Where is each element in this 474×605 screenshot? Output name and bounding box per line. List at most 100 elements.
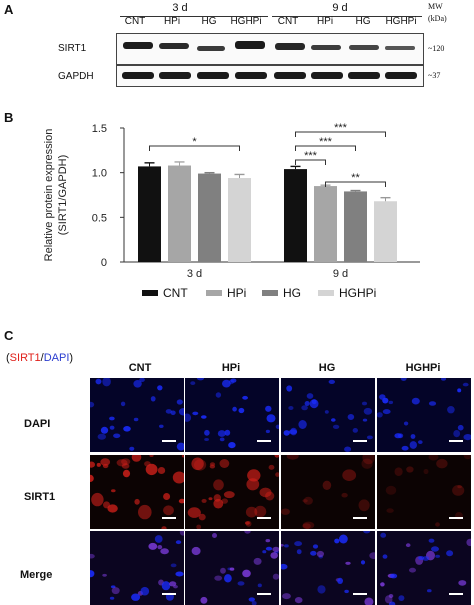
band bbox=[197, 72, 229, 79]
y-tick-label: 1.0 bbox=[92, 168, 107, 180]
bar bbox=[228, 178, 251, 262]
band bbox=[385, 46, 415, 50]
micrograph-dapi-cnt bbox=[90, 378, 184, 452]
stain-legend: (SIRT1/DAPI) bbox=[6, 352, 73, 364]
micrograph-merge-hg bbox=[281, 531, 375, 605]
micrograph-dapi-hpi bbox=[185, 378, 279, 452]
blot-group-label-3d: 3 d bbox=[150, 2, 210, 14]
legend-label: CNT bbox=[163, 286, 188, 300]
legend-label: HGHPi bbox=[339, 286, 376, 300]
mw-unit: (kDa) bbox=[428, 14, 447, 23]
significance-label: *** bbox=[334, 122, 348, 134]
mw-header: MW bbox=[428, 2, 443, 11]
scale-bar bbox=[449, 517, 463, 519]
if-column-hghpi: HGHPi bbox=[378, 362, 468, 374]
lane-label-8: HGHPi bbox=[381, 16, 421, 27]
x-category-label: 3 d bbox=[187, 268, 202, 280]
lane-label-4: HGHPi bbox=[226, 16, 266, 27]
bar bbox=[374, 201, 397, 262]
x-category-label: 9 d bbox=[333, 268, 348, 280]
if-row-sirt1: SIRT1 bbox=[24, 491, 55, 503]
band bbox=[311, 45, 341, 50]
bar bbox=[198, 174, 221, 262]
lane-label-7: HG bbox=[343, 16, 383, 27]
band bbox=[235, 72, 267, 79]
lane-label-3: HG bbox=[189, 16, 229, 27]
if-row-merge: Merge bbox=[20, 569, 52, 581]
bar bbox=[344, 191, 367, 262]
stain-legend-close: ) bbox=[69, 352, 73, 364]
band bbox=[159, 43, 189, 49]
band bbox=[122, 72, 154, 79]
band bbox=[235, 41, 265, 49]
band bbox=[311, 72, 343, 79]
scale-bar bbox=[449, 593, 463, 595]
scale-bar bbox=[257, 517, 271, 519]
blot-row-label-sirt1: SIRT1 bbox=[58, 43, 86, 54]
micrograph-sirt1-hghpi bbox=[377, 455, 471, 529]
legend-label: HPi bbox=[227, 286, 246, 300]
blot-group-label-9d: 9 d bbox=[310, 2, 370, 14]
band bbox=[274, 72, 306, 79]
blot-strip-gapdh bbox=[116, 65, 424, 87]
band bbox=[385, 72, 417, 79]
bar bbox=[284, 169, 307, 262]
lane-label-5: CNT bbox=[268, 16, 308, 27]
significance-label: *** bbox=[319, 136, 333, 148]
scale-bar bbox=[353, 440, 367, 442]
stain-legend-sirt1: SIRT1 bbox=[10, 352, 41, 364]
micrograph-merge-hpi bbox=[185, 531, 279, 605]
scale-bar bbox=[353, 593, 367, 595]
y-axis-label: (SIRT1/GAPDH) bbox=[57, 155, 69, 235]
significance-label: * bbox=[192, 136, 197, 148]
scale-bar bbox=[257, 593, 271, 595]
blot-strip-sirt1 bbox=[116, 33, 424, 65]
scale-bar bbox=[449, 440, 463, 442]
bar bbox=[138, 166, 161, 262]
legend-swatch bbox=[262, 290, 278, 296]
if-column-hpi: HPi bbox=[186, 362, 276, 374]
stain-legend-dapi: DAPI bbox=[44, 352, 70, 364]
micrograph-dapi-hghpi bbox=[377, 378, 471, 452]
bar bbox=[168, 166, 191, 262]
micrograph-dapi-hg bbox=[281, 378, 375, 452]
scale-bar bbox=[257, 440, 271, 442]
micrograph-sirt1-hg bbox=[281, 455, 375, 529]
legend-label: HG bbox=[283, 286, 301, 300]
scale-bar bbox=[162, 517, 176, 519]
lane-label-1: CNT bbox=[115, 16, 155, 27]
lane-label-6: HPi bbox=[305, 16, 345, 27]
y-axis-label: Relative protein expression bbox=[43, 129, 55, 262]
band bbox=[349, 45, 379, 50]
panel-label-a: A bbox=[4, 2, 13, 17]
band bbox=[159, 72, 191, 79]
significance-label: ** bbox=[351, 172, 360, 184]
band bbox=[348, 72, 380, 79]
micrograph-sirt1-hpi bbox=[185, 455, 279, 529]
if-row-dapi: DAPI bbox=[24, 418, 50, 430]
band bbox=[123, 42, 153, 49]
bar bbox=[314, 186, 337, 262]
legend-swatch bbox=[142, 290, 158, 296]
band bbox=[197, 46, 225, 51]
lane-label-2: HPi bbox=[152, 16, 192, 27]
micrograph-merge-cnt bbox=[90, 531, 184, 605]
micrograph-sirt1-cnt bbox=[90, 455, 184, 529]
scale-bar bbox=[162, 593, 176, 595]
micrograph-merge-hghpi bbox=[377, 531, 471, 605]
if-column-hg: HG bbox=[282, 362, 372, 374]
mw-label-sirt1: ~120 bbox=[428, 44, 444, 53]
if-column-cnt: CNT bbox=[95, 362, 185, 374]
legend-swatch bbox=[206, 290, 222, 296]
blot-row-label-gapdh: GAPDH bbox=[58, 71, 94, 82]
band bbox=[275, 43, 305, 50]
scale-bar bbox=[353, 517, 367, 519]
y-tick-label: 0 bbox=[101, 257, 107, 269]
scale-bar bbox=[162, 440, 176, 442]
legend-swatch bbox=[318, 290, 334, 296]
y-tick-label: 1.5 bbox=[92, 123, 107, 135]
significance-label: *** bbox=[304, 150, 318, 162]
mw-label-gapdh: ~37 bbox=[428, 71, 440, 80]
panel-label-c: C bbox=[4, 328, 13, 343]
